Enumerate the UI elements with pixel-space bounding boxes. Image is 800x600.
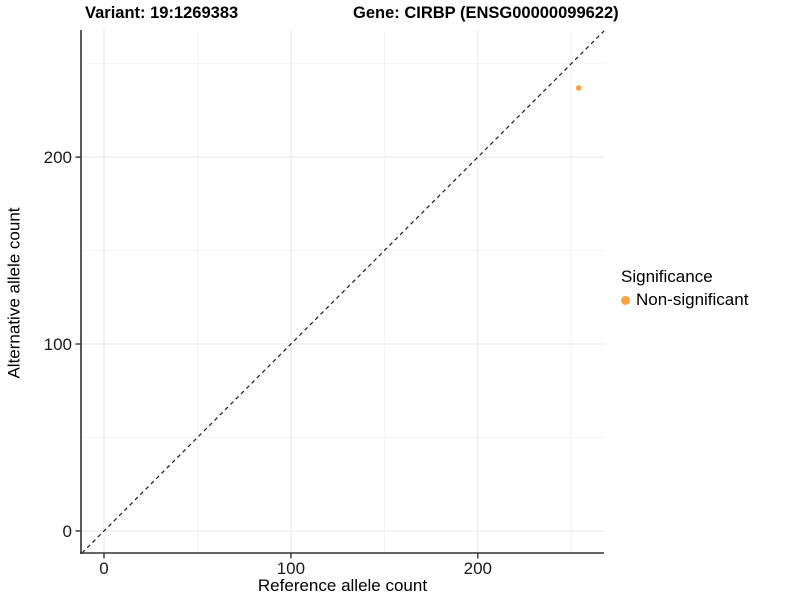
- legend-item-label: Non-significant: [636, 290, 749, 309]
- identity-line: [81, 30, 605, 554]
- x-tick-label: 0: [99, 559, 108, 578]
- y-tick-label: 200: [44, 148, 72, 167]
- plot-title-gene: Gene: CIRBP (ENSG00000099622): [353, 4, 619, 22]
- legend-point-icon: [621, 295, 630, 305]
- legend-item-non-significant: Non-significant: [621, 290, 748, 310]
- x-tick-label: 100: [277, 559, 305, 578]
- x-axis-title: Reference allele count: [257, 576, 428, 595]
- y-tick-label: 0: [63, 522, 72, 541]
- x-tick-label: 200: [464, 559, 492, 578]
- y-tick-label: 100: [44, 335, 72, 354]
- plot-title-variant: Variant: 19:1269383: [85, 4, 239, 22]
- legend: Significance Non-significant: [621, 267, 748, 310]
- data-point: [575, 85, 582, 91]
- legend-title: Significance: [621, 267, 713, 286]
